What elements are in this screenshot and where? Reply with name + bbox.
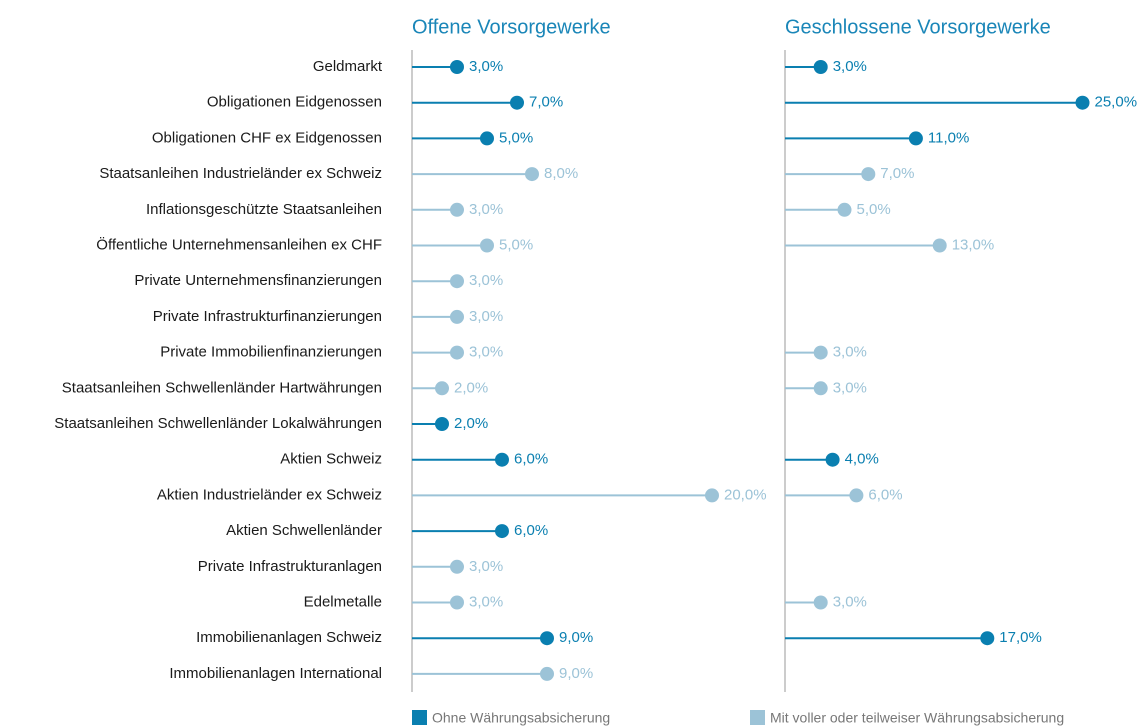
dot bbox=[932, 238, 947, 253]
legend-label: Ohne Währungsabsicherung bbox=[432, 710, 610, 726]
category-label: Private Unternehmensfinanzierungen bbox=[134, 272, 382, 289]
dot bbox=[705, 488, 719, 503]
dot bbox=[450, 559, 464, 574]
value-label: 3,0% bbox=[469, 558, 503, 575]
category-label: Geldmarkt bbox=[313, 58, 383, 75]
value-label: 3,0% bbox=[833, 379, 867, 396]
category-label: Obligationen CHF ex Eidgenossen bbox=[152, 129, 382, 146]
panel-title: Offene Vorsorgewerke bbox=[412, 16, 611, 38]
value-label: 3,0% bbox=[833, 593, 867, 610]
dot bbox=[849, 488, 864, 503]
dot bbox=[495, 452, 509, 467]
panel-title: Geschlossene Vorsorgewerke bbox=[785, 16, 1051, 38]
dot bbox=[813, 345, 828, 360]
value-label: 3,0% bbox=[469, 58, 503, 75]
value-label: 6,0% bbox=[868, 486, 902, 503]
dot bbox=[450, 202, 464, 217]
value-label: 13,0% bbox=[952, 236, 995, 253]
category-label: Obligationen Eidgenossen bbox=[207, 94, 382, 111]
dot bbox=[480, 131, 494, 146]
value-label: 8,0% bbox=[544, 165, 578, 182]
category-label: Aktien Industrieländer ex Schweiz bbox=[157, 486, 382, 503]
category-label: Private Infrastrukturfinanzierungen bbox=[153, 308, 382, 325]
category-label: Edelmetalle bbox=[304, 593, 382, 610]
category-label: Private Infrastrukturanlagen bbox=[198, 558, 382, 575]
value-label: 9,0% bbox=[559, 629, 593, 646]
category-label: Aktien Schweiz bbox=[280, 451, 382, 468]
dot bbox=[540, 666, 554, 681]
value-label: 5,0% bbox=[857, 201, 891, 218]
value-label: 9,0% bbox=[559, 665, 593, 682]
dot bbox=[540, 631, 554, 646]
value-label: 25,0% bbox=[1095, 94, 1138, 111]
category-label: Inflationsgeschützte Staatsanleihen bbox=[146, 201, 382, 218]
dot bbox=[450, 60, 464, 74]
value-label: 2,0% bbox=[454, 379, 488, 396]
value-label: 11,0% bbox=[928, 129, 969, 146]
value-label: 3,0% bbox=[833, 344, 867, 361]
legend-swatch bbox=[750, 710, 765, 725]
category-label: Staatsanleihen Schwellenländer Lokalwähr… bbox=[54, 415, 382, 432]
value-label: 2,0% bbox=[454, 415, 488, 432]
value-label: 3,0% bbox=[469, 272, 503, 289]
value-label: 6,0% bbox=[514, 451, 548, 468]
dot bbox=[435, 417, 449, 431]
dot bbox=[450, 274, 464, 289]
value-label: 7,0% bbox=[529, 94, 563, 111]
dot bbox=[813, 60, 828, 74]
dot bbox=[450, 345, 464, 360]
dot bbox=[1075, 95, 1090, 110]
dot bbox=[450, 309, 464, 324]
value-label: 3,0% bbox=[469, 308, 503, 325]
category-label: Immobilienanlagen International bbox=[169, 665, 382, 682]
dot bbox=[525, 167, 539, 182]
legend-swatch bbox=[412, 710, 427, 725]
value-label: 3,0% bbox=[469, 344, 503, 361]
dot bbox=[435, 381, 449, 396]
dot bbox=[450, 595, 464, 610]
value-label: 3,0% bbox=[469, 593, 503, 610]
dot bbox=[825, 452, 840, 467]
category-label: Immobilienanlagen Schweiz bbox=[196, 629, 382, 646]
category-label: Öffentliche Unternehmensanleihen ex CHF bbox=[96, 235, 382, 253]
category-label: Private Immobilienfinanzierungen bbox=[160, 344, 382, 361]
value-label: 17,0% bbox=[999, 629, 1042, 646]
value-label: 5,0% bbox=[499, 129, 533, 146]
category-label: Staatsanleihen Schwellenländer Hartwähru… bbox=[62, 379, 382, 396]
category-label: Staatsanleihen Industrieländer ex Schwei… bbox=[99, 165, 382, 182]
category-label: Aktien Schwellenländer bbox=[226, 522, 382, 539]
value-label: 6,0% bbox=[514, 522, 548, 539]
value-label: 7,0% bbox=[880, 165, 914, 182]
dot bbox=[480, 238, 494, 253]
value-label: 4,0% bbox=[845, 451, 879, 468]
value-label: 3,0% bbox=[833, 58, 867, 75]
value-label: 20,0% bbox=[724, 486, 767, 503]
value-label: 5,0% bbox=[499, 236, 533, 253]
dot bbox=[908, 131, 923, 146]
value-label: 3,0% bbox=[469, 201, 503, 218]
dot bbox=[837, 202, 852, 217]
dot bbox=[813, 595, 828, 610]
dot bbox=[510, 95, 524, 110]
dot bbox=[495, 524, 509, 539]
dot bbox=[813, 381, 828, 396]
dot bbox=[980, 631, 995, 646]
dot bbox=[861, 167, 876, 182]
legend-label: Mit voller oder teilweiser Währungsabsic… bbox=[770, 710, 1064, 726]
